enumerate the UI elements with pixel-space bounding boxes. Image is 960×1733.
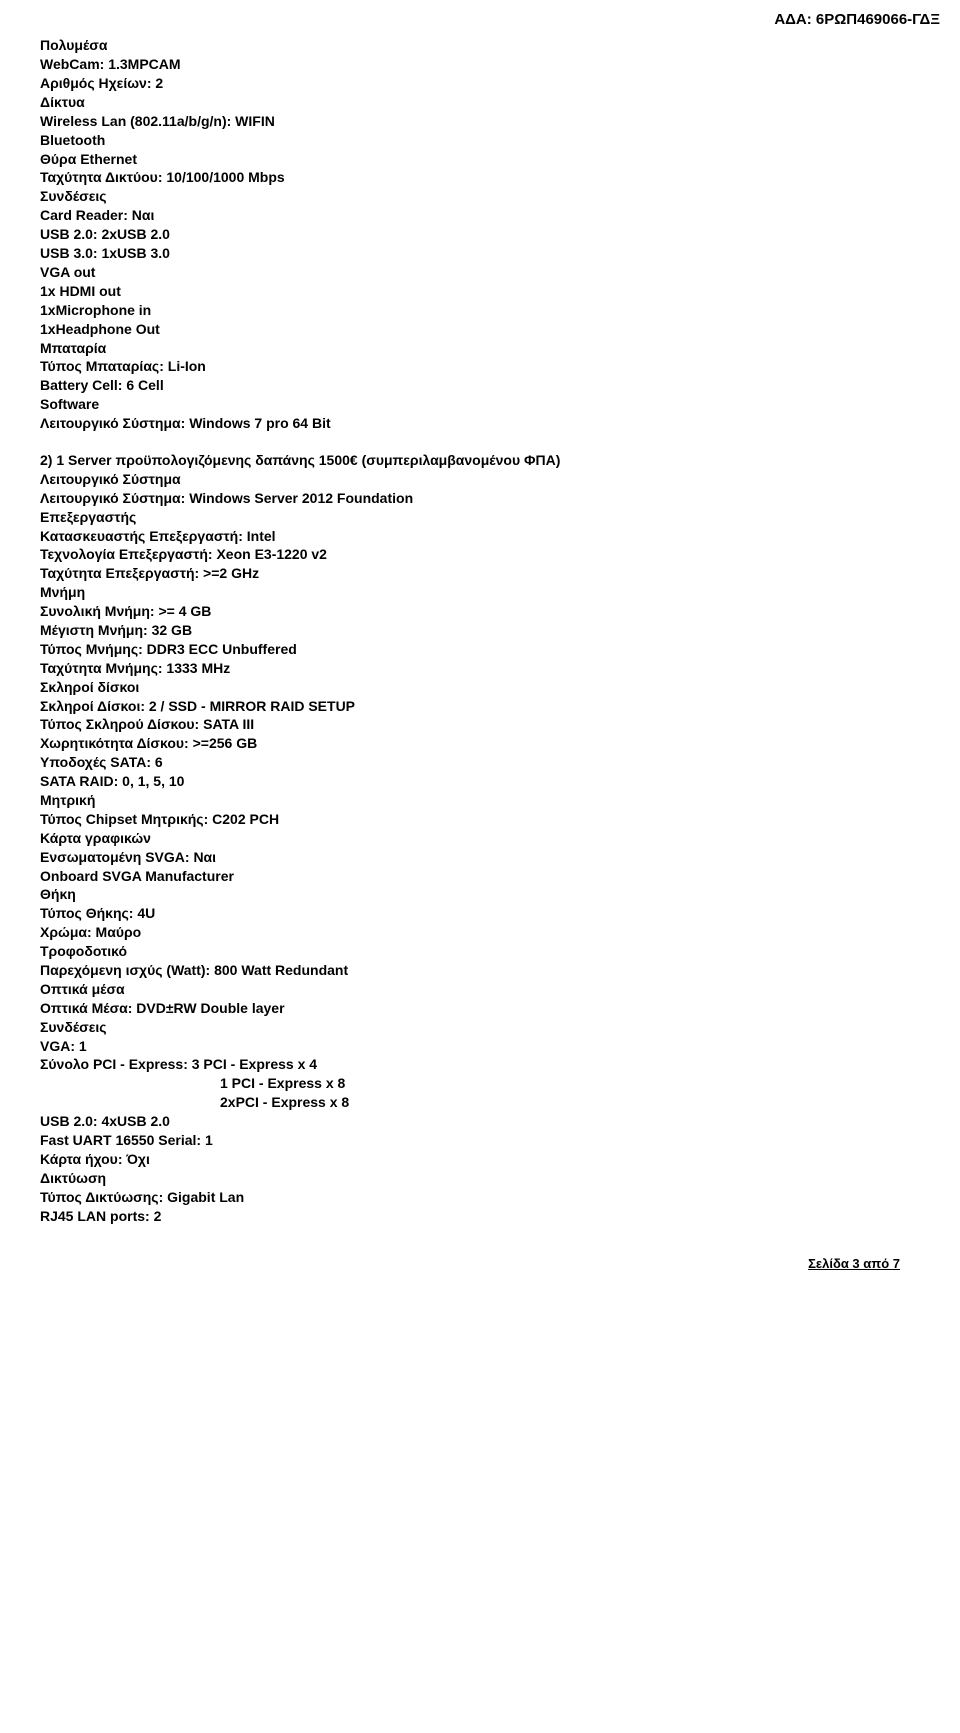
spec-line: Δίκτυα <box>40 93 900 112</box>
spec-line: Τροφοδοτικό <box>40 942 900 961</box>
section-2-heading: 2) 1 Server προϋπολογιζόμενης δαπάνης 15… <box>40 451 900 470</box>
spec-line: Τύπος Θήκης: 4U <box>40 904 900 923</box>
spec-line: Μέγιστη Μνήμη: 32 GB <box>40 621 900 640</box>
spec-line: Τεχνολογία Επεξεργαστή: Xeon E3-1220 v2 <box>40 545 900 564</box>
spec-line: Λειτουργικό Σύστημα: Windows 7 pro 64 Bi… <box>40 414 900 433</box>
spec-line: Χρώμα: Μαύρο <box>40 923 900 942</box>
section-2-body: Λειτουργικό ΣύστημαΛειτουργικό Σύστημα: … <box>40 470 900 1075</box>
spec-line: 1xHeadphone Out <box>40 320 900 339</box>
spec-line: Τύπος Μπαταρίας: Li-Ion <box>40 357 900 376</box>
spec-line: Επεξεργαστής <box>40 508 900 527</box>
spec-line: Σκληροί Δίσκοι: 2 / SSD - MIRROR RAID SE… <box>40 697 900 716</box>
spec-line: Χωρητικότητα Δίσκου: >=256 GB <box>40 734 900 753</box>
spec-line: SATA RAID: 0, 1, 5, 10 <box>40 772 900 791</box>
section-1: ΠολυμέσαWebCam: 1.3MPCAMΑριθμός Ηχείων: … <box>40 36 900 433</box>
spec-line: Μνήμη <box>40 583 900 602</box>
spec-line: 1 PCI - Express x 8 <box>40 1074 900 1093</box>
spec-line: USB 2.0: 4xUSB 2.0 <box>40 1112 900 1131</box>
spec-line: Λειτουργικό Σύστημα: Windows Server 2012… <box>40 489 900 508</box>
spec-line: Αριθμός Ηχείων: 2 <box>40 74 900 93</box>
spec-line: Ταχύτητα Επεξεργαστή: >=2 GHz <box>40 564 900 583</box>
spec-line: Μητρική <box>40 791 900 810</box>
spec-line: Παρεχόμενη ισχύς (Watt): 800 Watt Redund… <box>40 961 900 980</box>
spec-line: Bluetooth <box>40 131 900 150</box>
spec-line: VGA: 1 <box>40 1037 900 1056</box>
section-2-post: USB 2.0: 4xUSB 2.0Fast UART 16550 Serial… <box>40 1112 900 1225</box>
spec-line: Σύνολο PCI - Express: 3 PCI - Express x … <box>40 1055 900 1074</box>
spec-line: Υποδοχές SATA: 6 <box>40 753 900 772</box>
header-document-code: ΑΔΑ: 6ΡΩΠ469066-ΓΔΞ <box>40 10 940 30</box>
spec-line: Fast UART 16550 Serial: 1 <box>40 1131 900 1150</box>
spec-line: Κάρτα ήχου: Όχι <box>40 1150 900 1169</box>
spec-line: Κατασκευαστής Επεξεργαστή: Intel <box>40 527 900 546</box>
spec-line: USB 2.0: 2xUSB 2.0 <box>40 225 900 244</box>
spec-line: Τύπος Σκληρού Δίσκου: SATA III <box>40 715 900 734</box>
spec-line: Συνδέσεις <box>40 187 900 206</box>
spec-line: Σκληροί δίσκοι <box>40 678 900 697</box>
spec-line: Τύπος Δικτύωσης: Gigabit Lan <box>40 1188 900 1207</box>
spec-line: Battery Cell: 6 Cell <box>40 376 900 395</box>
spec-line: 2xPCI - Express x 8 <box>40 1093 900 1112</box>
spec-line: Θήκη <box>40 885 900 904</box>
spec-line: VGA out <box>40 263 900 282</box>
spec-line: Software <box>40 395 900 414</box>
spec-line: USB 3.0: 1xUSB 3.0 <box>40 244 900 263</box>
spec-line: Οπτικά Μέσα: DVD±RW Double layer <box>40 999 900 1018</box>
spec-line: Card Reader: Ναι <box>40 206 900 225</box>
spec-line: WebCam: 1.3MPCAM <box>40 55 900 74</box>
spec-line: Τύπος Μνήμης: DDR3 ECC Unbuffered <box>40 640 900 659</box>
spec-line: Δικτύωση <box>40 1169 900 1188</box>
spec-line: Ταχύτητα Δικτύου: 10/100/1000 Mbps <box>40 168 900 187</box>
spec-line: Ταχύτητα Μνήμης: 1333 MHz <box>40 659 900 678</box>
section-2-indented: 1 PCI - Express x 82xPCI - Express x 8 <box>40 1074 900 1112</box>
page-footer: Σελίδα 3 από 7 <box>40 1255 900 1273</box>
spec-line: Ενσωματομένη SVGA: Ναι <box>40 848 900 867</box>
spec-line: 1x HDMI out <box>40 282 900 301</box>
spec-line: Θύρα Ethernet <box>40 150 900 169</box>
spec-line: Onboard SVGA Manufacturer <box>40 867 900 886</box>
spec-line: Οπτικά μέσα <box>40 980 900 999</box>
spec-line: 1xMicrophone in <box>40 301 900 320</box>
spec-line: Κάρτα γραφικών <box>40 829 900 848</box>
spec-line: Συνολική Μνήμη: >= 4 GB <box>40 602 900 621</box>
spec-line: Wireless Lan (802.11a/b/g/n): WIFIN <box>40 112 900 131</box>
spec-line: RJ45 LAN ports: 2 <box>40 1207 900 1226</box>
spec-line: Πολυμέσα <box>40 36 900 55</box>
spec-line: Λειτουργικό Σύστημα <box>40 470 900 489</box>
spec-line: Μπαταρία <box>40 339 900 358</box>
spec-line: Τύπος Chipset Μητρικής: C202 PCH <box>40 810 900 829</box>
spec-line: Συνδέσεις <box>40 1018 900 1037</box>
